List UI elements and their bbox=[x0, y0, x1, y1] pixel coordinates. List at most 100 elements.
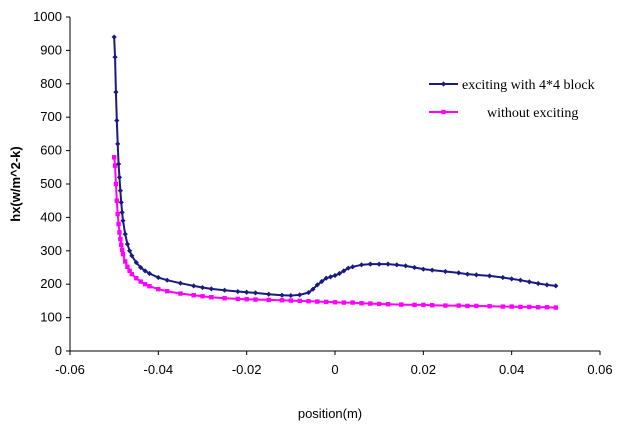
data-point bbox=[117, 188, 123, 194]
legend-label: without exciting bbox=[487, 106, 578, 121]
data-point bbox=[191, 283, 197, 289]
y-tick-label: 700 bbox=[40, 109, 62, 124]
data-point bbox=[147, 284, 152, 289]
data-point bbox=[323, 299, 329, 305]
legend-item: exciting with 4*4 block bbox=[429, 78, 595, 93]
data-point bbox=[535, 280, 541, 287]
data-point bbox=[125, 264, 130, 270]
data-point bbox=[327, 274, 334, 280]
data-point bbox=[341, 300, 347, 305]
x-axis-title: position(m) bbox=[298, 406, 362, 421]
data-point bbox=[155, 274, 161, 281]
data-point bbox=[177, 280, 184, 286]
x-tick-label: -0.06 bbox=[55, 362, 85, 377]
data-point bbox=[235, 296, 241, 302]
data-point bbox=[120, 251, 126, 257]
data-point bbox=[517, 277, 524, 283]
data-point bbox=[385, 261, 391, 267]
data-point bbox=[118, 199, 124, 205]
data-point bbox=[200, 294, 205, 299]
data-point bbox=[509, 276, 515, 282]
data-point bbox=[164, 289, 170, 294]
data-point bbox=[412, 302, 417, 308]
data-point bbox=[112, 54, 118, 60]
data-point bbox=[288, 298, 294, 303]
data-point bbox=[111, 34, 117, 40]
data-point bbox=[553, 305, 559, 310]
y-tick-label: 800 bbox=[40, 76, 62, 91]
series-layer bbox=[111, 34, 559, 310]
data-point bbox=[345, 265, 351, 271]
series-exciting bbox=[111, 34, 559, 299]
data-point bbox=[420, 266, 426, 272]
data-point bbox=[350, 264, 356, 270]
data-point bbox=[208, 286, 214, 292]
data-point bbox=[178, 291, 183, 296]
data-point bbox=[323, 275, 329, 281]
data-point bbox=[117, 230, 122, 235]
data-point bbox=[127, 248, 133, 254]
data-point bbox=[133, 259, 139, 266]
data-point bbox=[421, 302, 426, 308]
data-point bbox=[473, 272, 479, 278]
data-point bbox=[191, 293, 196, 298]
data-point bbox=[442, 268, 449, 275]
data-point bbox=[146, 270, 153, 277]
data-point bbox=[123, 259, 128, 264]
data-point bbox=[456, 270, 462, 276]
data-point bbox=[119, 247, 125, 252]
data-point bbox=[116, 221, 121, 227]
x-tick-label: 0.02 bbox=[411, 362, 436, 377]
x-tick-label: 0.04 bbox=[499, 362, 524, 377]
x-tick-label: -0.02 bbox=[232, 362, 262, 377]
data-point bbox=[120, 218, 126, 224]
x-tick-label: -0.04 bbox=[144, 362, 174, 377]
data-point bbox=[279, 292, 285, 298]
data-point bbox=[487, 304, 492, 309]
data-point bbox=[310, 286, 316, 292]
data-point bbox=[544, 282, 550, 288]
data-point bbox=[253, 297, 258, 302]
data-point bbox=[297, 298, 302, 304]
data-point bbox=[127, 268, 132, 274]
data-point bbox=[399, 302, 404, 307]
y-tick-label: 0 bbox=[55, 343, 62, 358]
data-point bbox=[553, 283, 559, 289]
y-tick-label: 600 bbox=[40, 143, 62, 158]
data-point bbox=[376, 261, 382, 267]
data-point bbox=[142, 282, 148, 287]
data-point bbox=[443, 303, 448, 308]
tick-labels: 0 100 200 300 400 500 600 700 800 900 1000 -0.06 -0.… bbox=[33, 9, 613, 377]
data-point bbox=[115, 141, 121, 147]
data-point bbox=[332, 272, 338, 279]
data-point bbox=[336, 270, 343, 277]
data-point bbox=[114, 117, 120, 124]
data-point bbox=[244, 289, 250, 295]
data-point bbox=[456, 303, 461, 308]
axes bbox=[66, 16, 601, 355]
data-point bbox=[394, 262, 400, 268]
data-point bbox=[164, 277, 170, 283]
data-point bbox=[119, 209, 125, 215]
data-point bbox=[288, 292, 294, 299]
data-point bbox=[235, 288, 241, 295]
data-point bbox=[535, 305, 541, 310]
y-tick-label: 200 bbox=[40, 276, 62, 291]
legend: exciting with 4*4 block without exciting bbox=[429, 78, 595, 121]
data-point bbox=[368, 301, 373, 306]
data-point bbox=[113, 89, 119, 95]
data-point bbox=[244, 297, 249, 302]
data-point bbox=[119, 242, 124, 247]
data-point bbox=[305, 289, 312, 296]
data-point bbox=[113, 181, 119, 187]
data-point bbox=[138, 279, 143, 284]
data-point bbox=[411, 264, 418, 271]
data-point bbox=[138, 264, 144, 271]
data-point bbox=[474, 303, 479, 309]
data-point bbox=[367, 261, 373, 267]
data-point bbox=[385, 302, 391, 307]
data-point bbox=[129, 253, 135, 259]
data-point bbox=[114, 198, 120, 203]
data-point bbox=[297, 292, 303, 298]
data-point bbox=[429, 303, 435, 308]
